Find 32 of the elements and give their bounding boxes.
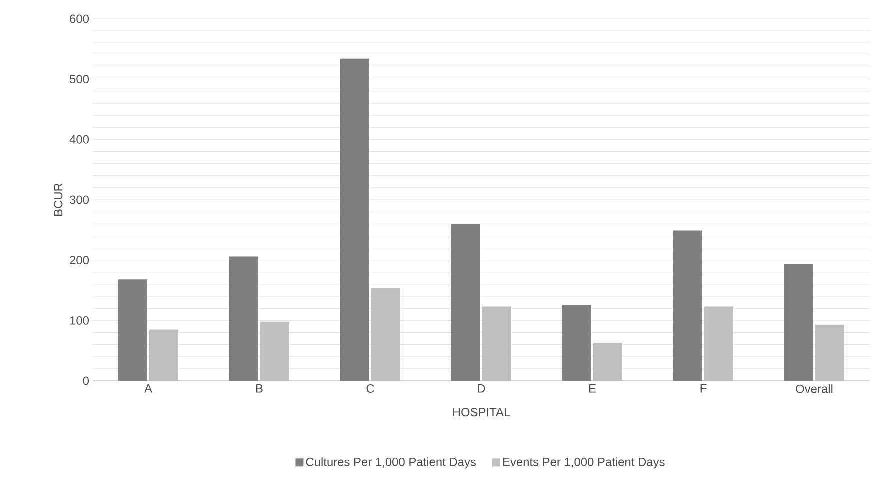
y-tick-label: 100 [70, 316, 90, 325]
bar [562, 304, 592, 381]
x-tick-label: D [478, 384, 486, 393]
bar [149, 330, 178, 381]
bar [784, 264, 814, 381]
y-tick-label: 500 [70, 75, 90, 84]
x-tick-label: Overall [796, 384, 833, 394]
bar [674, 230, 703, 381]
legend-label: Cultures Per 1,000 Patient Days [306, 458, 476, 469]
x-tick-label: B [256, 384, 263, 393]
bar [230, 256, 259, 381]
bar [594, 342, 622, 381]
y-tick-label: 300 [70, 196, 90, 204]
x-tick-label: F [700, 384, 707, 393]
y-tick-label: 0 [83, 376, 90, 386]
bar [118, 280, 148, 381]
y-tick-label: 200 [70, 256, 90, 265]
bar [260, 322, 290, 381]
y-tick-label: 600 [70, 14, 90, 24]
bar [452, 224, 481, 381]
x-axis-title: HOSPITAL [453, 408, 510, 417]
bar [340, 58, 370, 381]
y-axis-title: BCUR [54, 184, 63, 216]
bar [704, 306, 734, 381]
x-tick-label: C [366, 384, 374, 393]
legend-label: Events Per 1,000 Patient Days [503, 458, 665, 469]
x-tick-label: E [590, 384, 596, 393]
bar [816, 324, 844, 381]
y-tick-label: 400 [70, 135, 90, 144]
x-tick-label: A [144, 384, 152, 393]
bar [371, 288, 400, 381]
bar [482, 306, 512, 381]
